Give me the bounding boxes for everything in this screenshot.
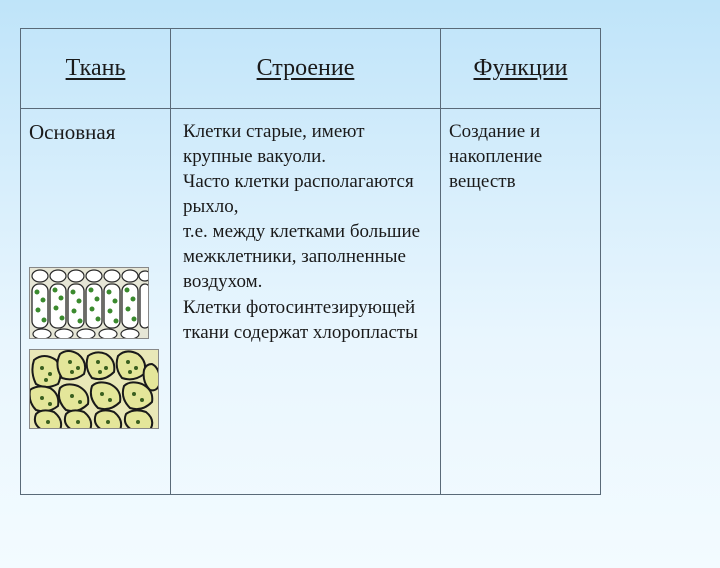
cell-function: Создание и накопление веществ [441, 109, 601, 495]
function-text: Создание и накопление веществ [449, 119, 592, 194]
table-header-row: Ткань Строение Функции [21, 29, 601, 109]
table-row: Основная [21, 109, 601, 495]
cell-structure: Клетки старые, имеют крупные вакуоли.Час… [171, 109, 441, 495]
tissue-name: Основная [29, 119, 162, 147]
palisade-mesophyll-icon [29, 267, 149, 339]
header-function: Функции [441, 29, 601, 109]
header-tissue: Ткань [21, 29, 171, 109]
cell-tissue: Основная [21, 109, 171, 495]
header-structure: Строение [171, 29, 441, 109]
tissue-table: Ткань Строение Функции Основная [20, 28, 601, 495]
structure-text: Клетки старые, имеют крупные вакуоли.Час… [179, 119, 432, 345]
spongy-mesophyll-icon [29, 349, 159, 429]
